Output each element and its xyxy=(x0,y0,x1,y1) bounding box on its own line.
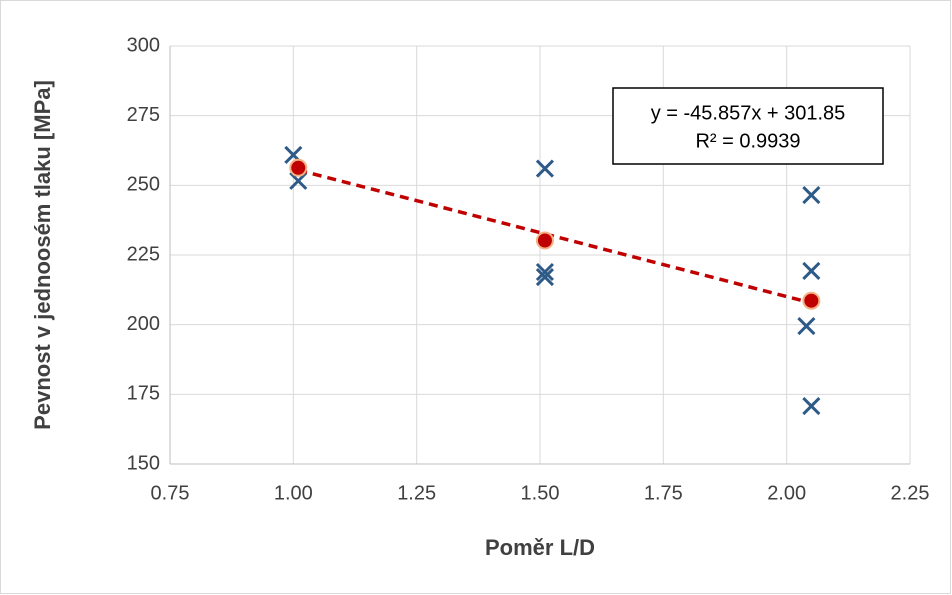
y-tick-label: 250 xyxy=(127,174,160,196)
y-axis-title: Pevnost v jednoosém tlaku [MPa] xyxy=(30,80,55,430)
mean-marker xyxy=(289,158,308,177)
x-tick-label: 1.00 xyxy=(274,482,313,504)
y-tick-label: 175 xyxy=(127,383,160,405)
x-marker xyxy=(802,186,821,205)
trendline xyxy=(297,168,812,305)
y-tick-label: 200 xyxy=(127,313,160,335)
x-tick-label: 1.75 xyxy=(644,482,683,504)
y-tick-label: 300 xyxy=(127,34,160,56)
y-tick-label: 150 xyxy=(127,452,160,474)
x-tick-label: 0.75 xyxy=(151,482,190,504)
x-tick-label: 1.50 xyxy=(521,482,560,504)
annotation-box xyxy=(612,87,884,165)
x-tick-label: 1.25 xyxy=(397,482,436,504)
trend-r2: R² = 0.9939 xyxy=(695,130,800,152)
x-marker xyxy=(802,261,821,280)
plot-area: 0.75 1.00 1.25 1.50 1.75 2.00 2.25 150 175 200 225… xyxy=(127,34,930,504)
x-axis-title: Poměr L/D xyxy=(485,535,595,560)
x-marker xyxy=(802,396,821,416)
x-tick-label: 2.00 xyxy=(767,482,806,504)
trend-equation: y = -45.857x + 301.85 xyxy=(651,102,846,124)
y-tick-label: 275 xyxy=(127,104,160,126)
x-marker xyxy=(289,171,308,190)
mean-marker xyxy=(802,291,821,310)
y-tick-label: 225 xyxy=(127,243,160,265)
x-marker xyxy=(535,159,554,178)
x-tick-label: 2.25 xyxy=(891,482,930,504)
x-marker xyxy=(797,316,816,336)
mean-marker xyxy=(535,231,554,250)
x-marker xyxy=(535,262,554,282)
x-marker xyxy=(535,267,554,287)
